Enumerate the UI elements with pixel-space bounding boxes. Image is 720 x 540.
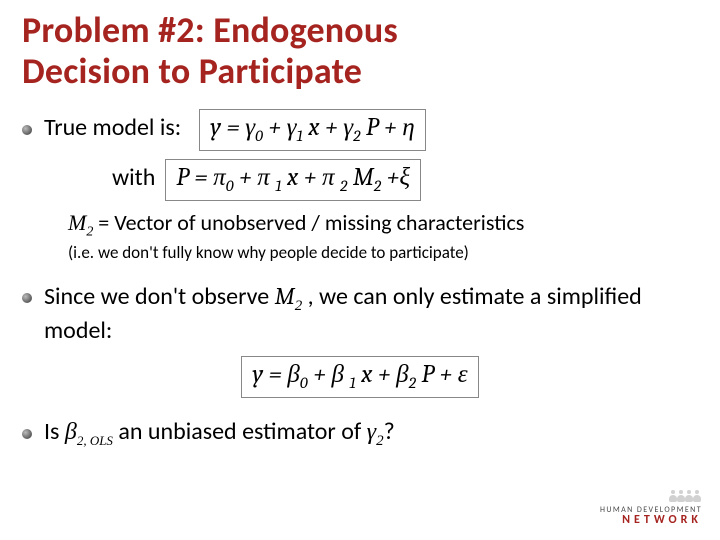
bullet-icon [22, 125, 32, 135]
paren-note: (i.e. we don't fully know why people dec… [68, 242, 698, 263]
bullet-icon [22, 429, 32, 439]
bullet-icon [22, 293, 32, 303]
bullet-row-1: True model is: y = γ0 + γ1 x + γ2 P + η [22, 109, 698, 151]
true-model-label: True model is: [44, 113, 181, 143]
people-icons [600, 490, 702, 504]
simplified-model-text: Since we don't observe M2 , we can only … [44, 281, 698, 346]
title-line-1: Problem #2: Endogenous [22, 8, 398, 52]
slide-title: Problem #2: Endogenous Decision to Parti… [22, 10, 698, 93]
question-text: Is β2, OLS an unbiased estimator of γ2? [44, 416, 395, 451]
equation-box-2: P = π0 + π 1 x + π 2 M2 +ξ [165, 159, 421, 201]
with-label: with [112, 163, 155, 193]
footer-logo: HUMAN DEVELOPMENT NETWORK [600, 490, 702, 526]
person-icon [692, 490, 702, 503]
equation-3-wrapper: y = β0 + β 1 x + β2 P + ε [22, 356, 698, 398]
equation-box-1: y = γ0 + γ1 x + γ2 P + η [199, 109, 426, 151]
title-line-2: Decision to Participate [22, 49, 362, 93]
logo-bottom-text: NETWORK [600, 514, 702, 526]
equation-box-3: y = β0 + β 1 x + β2 P + ε [241, 356, 478, 398]
bullet-row-2: Since we don't observe M2 , we can only … [22, 281, 698, 346]
m2-definition: M2 = Vector of unobserved / missing char… [68, 209, 698, 240]
bullet-row-3: Is β2, OLS an unbiased estimator of γ2? [22, 416, 698, 451]
with-row: with P = π0 + π 1 x + π 2 M2 +ξ [112, 159, 698, 201]
